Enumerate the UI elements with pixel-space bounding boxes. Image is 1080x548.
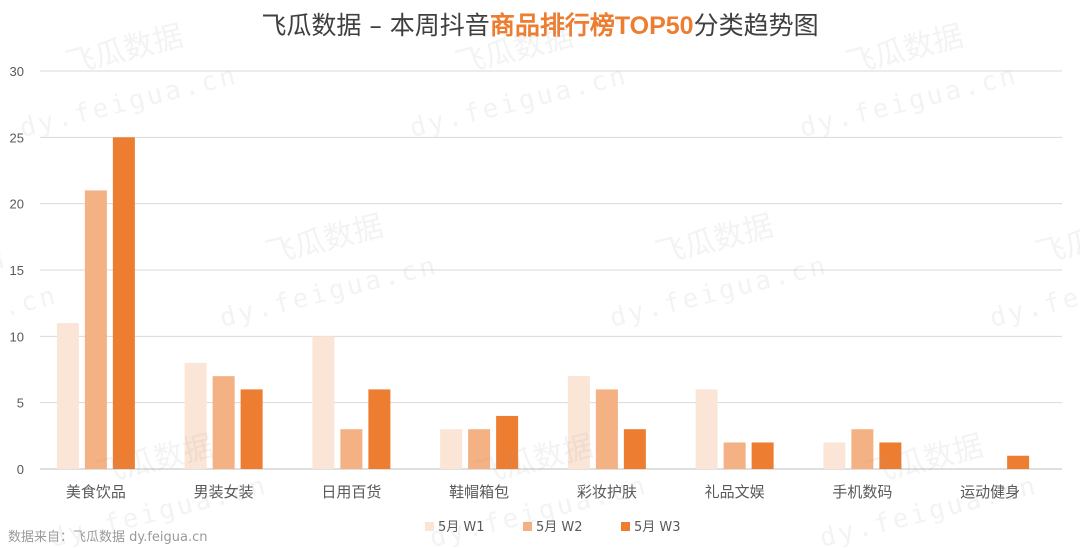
source-note: 数据来自：飞瓜数据 dy.feigua.cn <box>8 530 208 545</box>
bar <box>567 376 590 469</box>
x-tick-label: 运动健身 <box>960 483 1020 501</box>
bar <box>695 389 718 469</box>
bar <box>240 389 263 469</box>
legend-swatch <box>425 522 434 531</box>
bar <box>368 389 391 469</box>
y-tick-label: 0 <box>17 462 24 477</box>
bar <box>56 323 79 469</box>
x-tick-label: 彩妆护肤 <box>577 483 637 501</box>
bar <box>184 362 207 469</box>
y-tick-label: 30 <box>10 64 24 79</box>
bars <box>56 137 1030 470</box>
legend-swatch <box>621 522 630 531</box>
legend-label: 5月 W2 <box>536 520 583 535</box>
bar <box>723 442 746 469</box>
bar <box>879 442 902 469</box>
x-tick-label: 美食饮品 <box>66 483 126 501</box>
y-tick-label: 15 <box>10 263 24 278</box>
bar <box>851 429 874 469</box>
title-part-3: TOP50 <box>614 12 694 40</box>
legend-label: 5月 W1 <box>438 520 485 535</box>
y-tick-label: 20 <box>10 197 24 212</box>
bar <box>823 442 846 469</box>
title-part-4: 分类趋势图 <box>693 11 819 40</box>
y-tick-label: 10 <box>10 329 24 344</box>
bar <box>623 429 646 469</box>
x-tick-label: 鞋帽箱包 <box>449 483 509 501</box>
x-tick-label: 男装女装 <box>194 483 254 501</box>
bar <box>212 376 235 469</box>
x-tick-label: 日用百货 <box>321 483 381 501</box>
bar <box>496 415 519 469</box>
bar <box>84 190 107 469</box>
bar <box>595 389 618 469</box>
y-tick-labels: 0 5 10 15 20 25 30 <box>10 64 24 477</box>
y-tick-label: 5 <box>17 396 24 411</box>
title-part-1: 飞瓜数据 – 本周抖音 <box>261 11 490 40</box>
legend: 5月 W1 5月 W2 5月 W3 <box>425 520 681 535</box>
x-tick-label: 手机数码 <box>832 483 892 501</box>
x-tick-labels: 美食饮品 男装女装 日用百货 鞋帽箱包 彩妆护肤 礼品文娱 手机数码 运动健身 <box>66 483 1020 501</box>
legend-label: 5月 W3 <box>634 520 681 535</box>
bar <box>340 429 363 469</box>
bar <box>1007 455 1030 469</box>
title-part-2: 商品排行榜 <box>489 11 615 40</box>
chart-title: 飞瓜数据 – 本周抖音商品排行榜TOP50分类趋势图 <box>0 6 1080 42</box>
bar <box>440 429 463 469</box>
bar <box>751 442 774 469</box>
bar <box>468 429 491 469</box>
bar <box>112 137 135 470</box>
bar <box>312 336 335 469</box>
y-tick-label: 25 <box>10 130 24 145</box>
x-tick-label: 礼品文娱 <box>705 483 765 501</box>
legend-swatch <box>523 522 532 531</box>
